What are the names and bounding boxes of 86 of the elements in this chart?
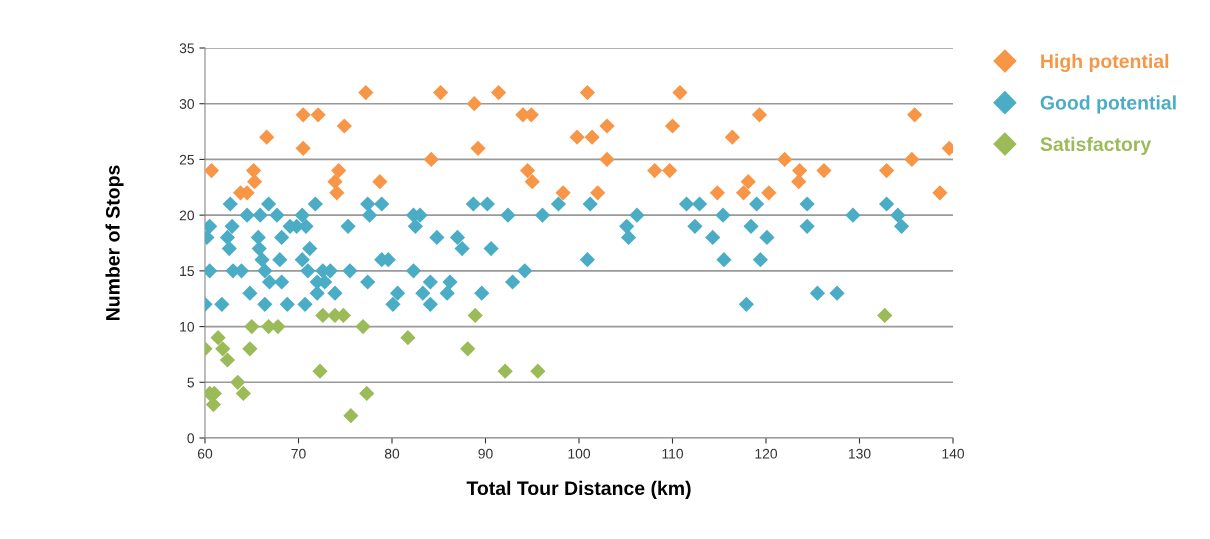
point	[879, 162, 895, 179]
x-tick-label: 80	[384, 448, 400, 459]
legend-label: Satisfactory	[1040, 136, 1152, 155]
point	[740, 174, 756, 190]
point	[751, 107, 768, 123]
x-tick-label: 60	[197, 448, 213, 459]
x-tick-label: 100	[568, 448, 591, 459]
y-tick-label: 35	[179, 43, 194, 54]
point	[312, 363, 328, 379]
point	[647, 162, 663, 179]
point	[246, 174, 263, 190]
point	[599, 118, 615, 134]
x-tick-label: 110	[662, 448, 684, 459]
x-tick-label: 70	[291, 448, 306, 459]
point	[777, 151, 793, 168]
x-tick-label: 130	[848, 448, 871, 459]
point	[662, 162, 678, 179]
point	[761, 185, 777, 201]
point	[579, 84, 596, 101]
point	[433, 84, 449, 101]
x-tick-label: 140	[942, 448, 965, 459]
y-tick-label: 5	[187, 377, 194, 388]
point	[907, 107, 923, 123]
point	[331, 162, 347, 179]
legend-label: Good potential	[1040, 95, 1176, 114]
point	[599, 151, 615, 168]
point	[470, 140, 486, 156]
point	[355, 318, 371, 335]
point	[230, 374, 246, 390]
legend-label: High potential	[1041, 53, 1169, 73]
point	[295, 107, 311, 123]
point	[460, 341, 476, 357]
x-axis-title: Total Tour Distance (km)	[466, 480, 691, 499]
point	[400, 330, 416, 346]
point	[816, 162, 832, 179]
point	[205, 396, 222, 413]
x-tick-label: 120	[755, 448, 778, 459]
y-tick-label: 25	[179, 154, 194, 165]
point	[584, 129, 600, 145]
point	[877, 307, 893, 324]
y-tick-label: 0	[187, 433, 195, 444]
point	[235, 385, 251, 402]
point	[310, 107, 326, 123]
point	[244, 318, 260, 335]
point	[555, 185, 571, 201]
point	[467, 307, 483, 324]
point	[590, 185, 606, 201]
point	[709, 185, 725, 201]
point	[932, 185, 948, 201]
y-axis-title: Number of Stops	[105, 165, 124, 321]
x-tick-label: 90	[478, 448, 493, 459]
point	[315, 307, 331, 324]
y-tick-label: 15	[180, 266, 194, 277]
point	[519, 162, 536, 179]
point	[246, 162, 262, 179]
point	[664, 118, 681, 134]
point	[724, 129, 740, 145]
y-tick-label: 30	[179, 99, 195, 109]
point	[215, 341, 231, 357]
point	[791, 174, 807, 190]
point	[904, 151, 920, 168]
point	[672, 84, 688, 101]
point	[530, 363, 546, 379]
point	[343, 408, 359, 424]
point	[372, 174, 388, 190]
y-tick-label: 10	[180, 321, 195, 332]
point	[210, 330, 226, 346]
point	[329, 185, 345, 201]
point	[336, 118, 352, 134]
point	[242, 341, 258, 357]
point	[497, 363, 513, 379]
point	[735, 185, 752, 201]
point	[358, 84, 374, 101]
point	[466, 96, 482, 112]
point	[259, 129, 275, 145]
point	[524, 174, 540, 190]
point	[792, 162, 808, 179]
point	[327, 174, 343, 190]
y-tick-label: 20	[179, 210, 195, 221]
point	[423, 151, 439, 168]
point	[359, 385, 375, 402]
point	[490, 84, 507, 101]
point	[219, 352, 236, 368]
point	[569, 129, 585, 145]
point	[295, 140, 311, 156]
point	[205, 162, 220, 179]
